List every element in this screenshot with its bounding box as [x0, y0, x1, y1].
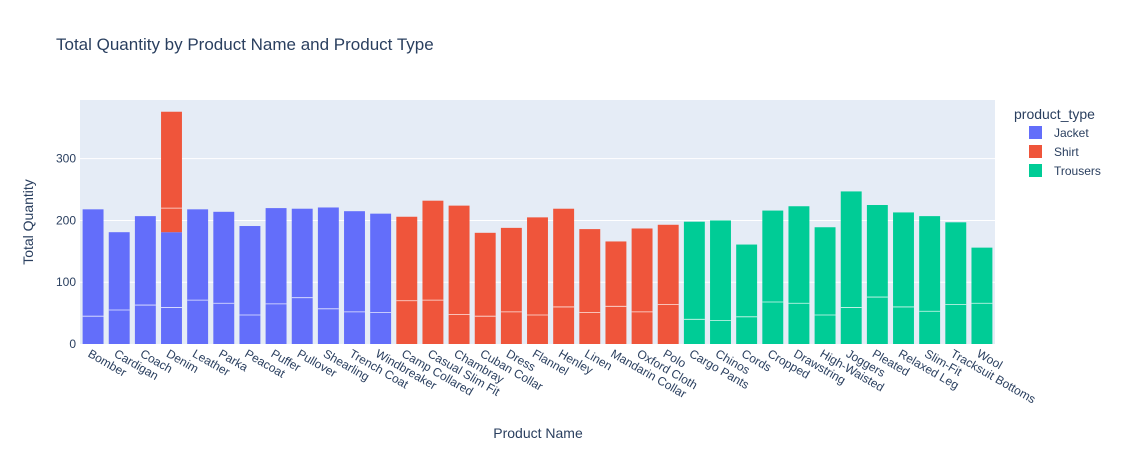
bar-jacket[interactable] — [344, 211, 365, 344]
bar-shirt[interactable] — [579, 229, 601, 344]
bar-jacket[interactable] — [161, 232, 182, 344]
bar-trousers[interactable] — [736, 244, 758, 344]
legend-title: product_type — [1014, 106, 1095, 122]
x-ticks: BomberCardiganCoachDenimLeatherParkaPeac… — [86, 346, 1038, 406]
bar-shirt[interactable] — [474, 232, 496, 344]
bar-trousers[interactable] — [683, 221, 705, 344]
bar-shirt[interactable] — [396, 216, 418, 344]
y-tick-label: 100 — [56, 275, 76, 289]
bar-shirt[interactable] — [657, 224, 679, 344]
bar-trousers[interactable] — [866, 205, 888, 344]
bar-shirt[interactable] — [448, 205, 470, 344]
y-axis-title: Total Quantity — [20, 179, 36, 265]
chart-title: Total Quantity by Product Name and Produ… — [56, 35, 434, 54]
bar-shirt[interactable] — [500, 227, 522, 344]
bar-shirt[interactable] — [605, 241, 627, 344]
x-axis-title: Product Name — [493, 425, 583, 441]
bar-trousers[interactable] — [788, 206, 810, 344]
bar-shirt[interactable] — [161, 111, 182, 233]
bar-jacket[interactable] — [108, 232, 130, 344]
bar-jacket[interactable] — [265, 208, 287, 344]
legend-label-trousers[interactable]: Trousers — [1054, 164, 1101, 178]
bar-trousers[interactable] — [710, 220, 731, 344]
bar-shirt[interactable] — [422, 200, 444, 344]
legend-label-jacket[interactable]: Jacket — [1054, 126, 1089, 140]
legend-swatch-jacket[interactable] — [1029, 126, 1042, 139]
legend-label-shirt[interactable]: Shirt — [1054, 145, 1079, 159]
bar-jacket[interactable] — [187, 209, 209, 344]
bar-trousers[interactable] — [814, 227, 836, 344]
bar-trousers[interactable] — [945, 222, 967, 344]
bar-jacket[interactable] — [317, 207, 339, 344]
bar-jacket[interactable] — [291, 208, 313, 344]
bar-trousers[interactable] — [762, 210, 784, 344]
bar-jacket[interactable] — [134, 216, 156, 344]
bar-shirt[interactable] — [553, 208, 575, 344]
y-tick-label: 200 — [56, 213, 76, 227]
legend-swatch-trousers[interactable] — [1029, 164, 1042, 177]
bar-trousers[interactable] — [893, 212, 914, 344]
bar-jacket[interactable] — [239, 226, 261, 344]
bar-jacket[interactable] — [370, 213, 392, 344]
bar-jacket[interactable] — [213, 211, 235, 344]
legend: product_type Jacket Shirt Trousers — [1014, 106, 1101, 178]
bar-shirt[interactable] — [527, 217, 548, 344]
bar-jacket[interactable] — [82, 209, 104, 344]
bar-shirt[interactable] — [631, 228, 653, 344]
y-tick-label: 0 — [69, 337, 76, 351]
bar-trousers[interactable] — [971, 247, 993, 344]
y-ticks: 0 100 200 300 — [56, 152, 76, 351]
y-tick-label: 300 — [56, 152, 76, 166]
bar-trousers[interactable] — [840, 191, 862, 344]
bars — [82, 111, 993, 344]
bar-trousers[interactable] — [919, 216, 941, 344]
legend-swatch-shirt[interactable] — [1029, 145, 1042, 158]
